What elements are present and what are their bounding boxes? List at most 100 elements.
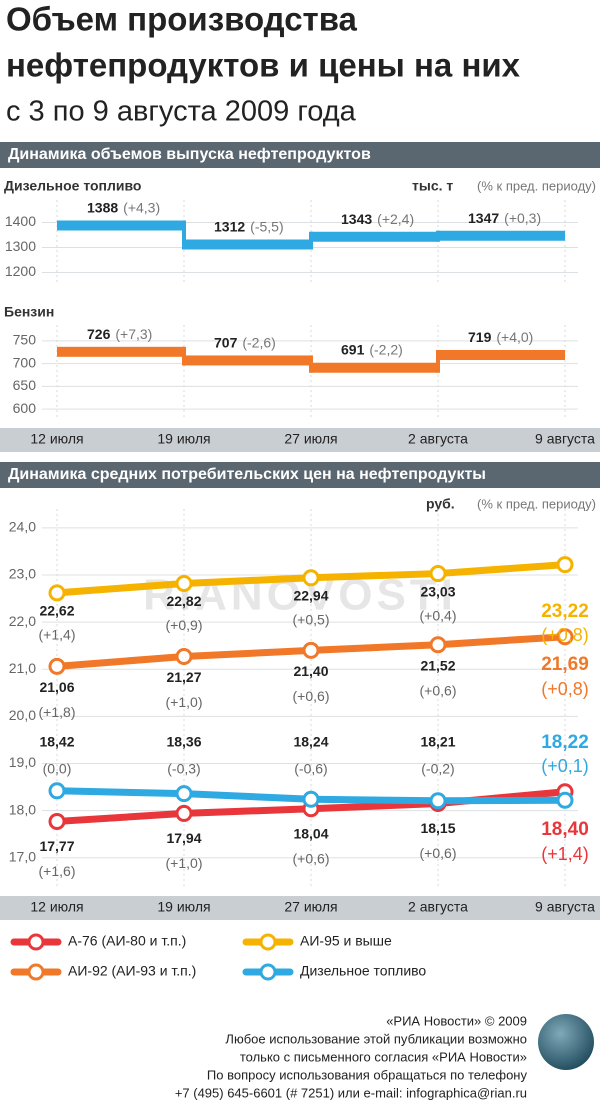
value-label: 21,69 — [541, 654, 589, 675]
y-tick-label: 600 — [13, 400, 37, 416]
change-label: (+0,8) — [541, 625, 589, 645]
change: (+4,0) — [496, 329, 533, 345]
value-label: 18,22 — [541, 732, 589, 753]
value-label: 18,21 — [420, 734, 455, 750]
value-label: 21,06 — [39, 679, 74, 695]
change-label: (+1,0) — [166, 855, 203, 871]
unit: тыс. т — [412, 178, 453, 194]
footer-line: +7 (495) 645-6601 (# 7251) или e-mail: i… — [175, 1085, 527, 1100]
title-line: нефтепродуктов и цены на них — [6, 47, 521, 84]
value-label: 22,62 — [39, 603, 74, 619]
value-label: 1347 (+0,3) — [468, 209, 541, 225]
value: 1343 — [341, 210, 372, 226]
step-segment — [311, 231, 438, 242]
value-label: 719 (+4,0) — [468, 329, 533, 345]
value-label: 1312 (-5,5) — [214, 218, 284, 234]
change: (+0,3) — [504, 209, 541, 225]
value-label: 21,27 — [166, 669, 201, 685]
y-tick-label: 1300 — [5, 238, 36, 254]
change: (+4,3) — [123, 199, 160, 215]
change-label: (-0,2) — [421, 761, 454, 777]
change-label: (+0,6) — [420, 682, 457, 698]
unit-note: (% к пред. периоду) — [477, 496, 596, 511]
legend-label: АИ-95 и выше — [300, 933, 392, 949]
unit-note: (% к пред. периоду) — [477, 178, 596, 193]
unit: руб. — [426, 496, 455, 512]
value-label: 21,40 — [293, 663, 328, 679]
point — [302, 569, 320, 587]
footer-line: Любое использование этой публикации возм… — [225, 1031, 527, 1046]
logo — [538, 1014, 594, 1070]
step-connector — [182, 220, 186, 250]
y-tick-label: 17,0 — [9, 848, 36, 864]
section-bar — [0, 142, 600, 168]
value-label: 23,03 — [420, 583, 455, 599]
subtitle: с 3 по 9 августа 2009 года — [6, 96, 357, 128]
point — [175, 574, 193, 592]
change: (+7,3) — [115, 326, 152, 342]
x-tick-label: 27 июля — [284, 899, 337, 915]
y-tick-label: 750 — [13, 332, 37, 348]
value-label: 17,77 — [39, 838, 74, 854]
section-title: Динамика средних потребительских цен на … — [8, 466, 486, 483]
legend-label: Дизельное топливо — [300, 963, 426, 979]
legend-marker — [27, 963, 45, 981]
value: 719 — [468, 329, 492, 345]
change-label: (0,0) — [43, 761, 72, 777]
date-band — [0, 896, 600, 920]
y-tick-label: 24,0 — [9, 519, 36, 535]
point — [302, 641, 320, 659]
change-label: (+0,6) — [293, 688, 330, 704]
legend-marker — [259, 933, 277, 951]
step-segment — [311, 362, 438, 373]
legend-marker — [259, 963, 277, 981]
legend-marker — [27, 933, 45, 951]
change-label: (+1,6) — [39, 863, 76, 879]
value-label: 17,94 — [166, 830, 201, 846]
point — [556, 628, 574, 646]
change-label: (+0,6) — [420, 845, 457, 861]
x-tick-label: 12 июля — [30, 899, 83, 915]
value-label: 18,15 — [420, 820, 455, 836]
point — [48, 782, 66, 800]
change-label: (+0,8) — [541, 679, 589, 699]
change-label: (+0,6) — [293, 850, 330, 866]
point — [302, 790, 320, 808]
point — [48, 657, 66, 675]
step-segment — [57, 346, 184, 357]
value-label: 18,40 — [541, 819, 589, 840]
point — [48, 584, 66, 602]
value-label: 707 (-2,6) — [214, 334, 276, 350]
value-label: 1388 (+4,3) — [87, 199, 160, 215]
y-tick-label: 1400 — [5, 213, 36, 229]
x-tick-label: 19 июля — [157, 899, 210, 915]
step-segment — [57, 220, 184, 231]
point — [175, 804, 193, 822]
footer-line: По вопросу использования обращаться по т… — [207, 1067, 528, 1082]
y-tick-label: 1200 — [5, 263, 36, 279]
x-tick-label: 12 июля — [30, 431, 83, 447]
change: (-5,5) — [250, 218, 283, 234]
chart-title: Дизельное топливо — [4, 178, 141, 194]
step-connector — [436, 350, 440, 373]
point — [48, 812, 66, 830]
change-label: (+1,8) — [39, 704, 76, 720]
y-tick-label: 23,0 — [9, 566, 36, 582]
x-tick-label: 2 августа — [408, 431, 468, 447]
point — [175, 648, 193, 666]
value-label: 1343 (+2,4) — [341, 210, 414, 226]
section-bar — [0, 462, 600, 488]
x-tick-label: 9 августа — [535, 431, 595, 447]
y-tick-label: 700 — [13, 354, 37, 370]
point — [175, 785, 193, 803]
value-label: 18,24 — [293, 734, 328, 750]
date-band — [0, 428, 600, 452]
x-tick-label: 19 июля — [157, 431, 210, 447]
change-label: (+1,4) — [541, 844, 589, 864]
x-tick-label: 9 августа — [535, 899, 595, 915]
y-tick-label: 22,0 — [9, 613, 36, 629]
point — [429, 792, 447, 810]
change-label: (+0,1) — [541, 756, 589, 776]
value: 1312 — [214, 218, 245, 234]
